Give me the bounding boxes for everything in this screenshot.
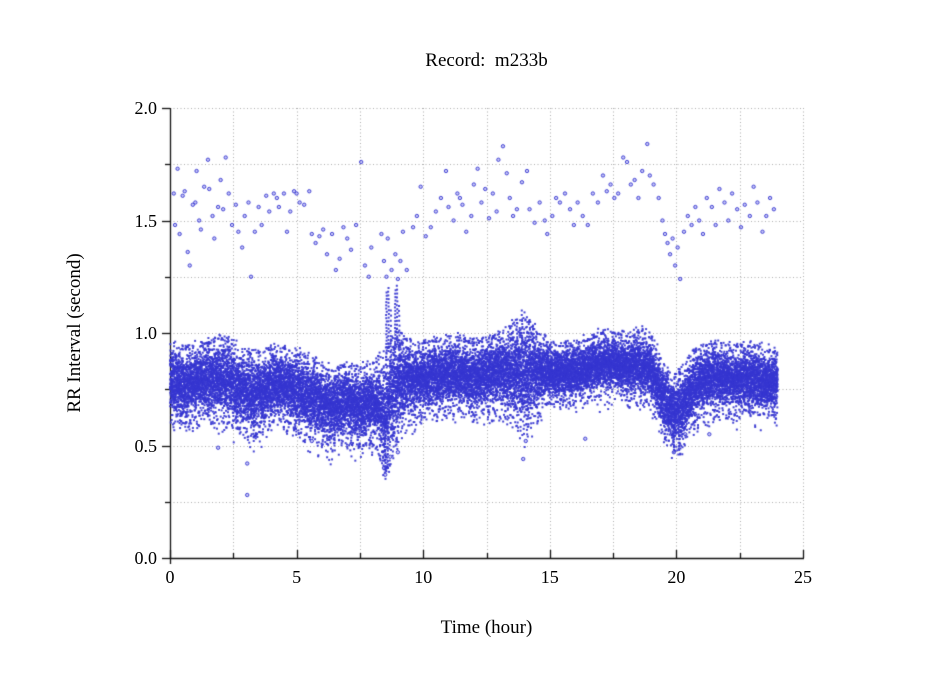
x-axis-label: Time (hour) xyxy=(440,617,533,638)
y-axis-label: RR Interval (second) xyxy=(64,253,85,413)
x-tick-label: 5 xyxy=(292,567,302,587)
x-tick-label: 0 xyxy=(165,567,175,587)
y-tick-label: 1.5 xyxy=(134,210,158,231)
y-tick-label: 0.0 xyxy=(134,548,158,568)
x-tick-label: 20 xyxy=(667,567,686,587)
x-tick-label: 10 xyxy=(414,567,433,587)
y-tick-label: 1.0 xyxy=(134,323,158,343)
chart-title: Record: m233b xyxy=(425,50,548,71)
x-tick-label: 15 xyxy=(540,567,559,587)
x-tick-label: 25 xyxy=(794,567,812,587)
y-tick-label: 2.0 xyxy=(134,98,158,118)
y-tick-label: 0.5 xyxy=(134,435,158,456)
